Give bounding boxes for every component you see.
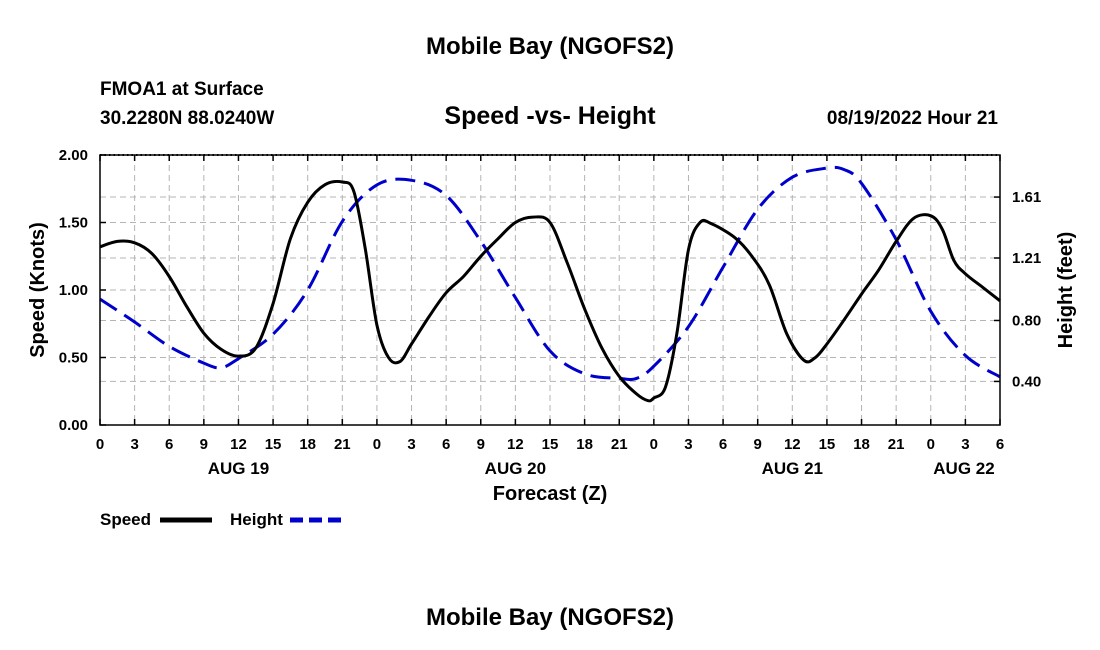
y-left-tick-label: 1.00 (59, 282, 88, 299)
x-tick-label: 12 (230, 436, 247, 453)
date-label: AUG 22 (933, 459, 994, 478)
y-right-tick-label: 1.21 (1012, 250, 1041, 267)
timestamp-label: 08/19/2022 Hour 21 (827, 108, 999, 129)
x-tick-label: 21 (611, 436, 628, 453)
x-tick-label: 6 (165, 436, 173, 453)
y-right-tick-label: 0.40 (1012, 373, 1041, 390)
date-label: AUG 19 (208, 459, 269, 478)
x-tick-label: 18 (576, 436, 593, 453)
x-tick-label: 3 (684, 436, 692, 453)
x-tick-label: 9 (477, 436, 485, 453)
y-left-axis-label: Speed (Knots) (27, 222, 49, 358)
ticks: 0 3 6 9 12 15 18 21 0 3 6 9 12 15 18 21 0 3 6 9 12 15 18 21 0 3 6 0… (59, 147, 1041, 478)
x-tick-label: 0 (927, 436, 935, 453)
x-tick-label: 12 (507, 436, 524, 453)
x-tick-label: 9 (754, 436, 762, 453)
x-tick-label: 9 (200, 436, 208, 453)
chart-subtitle: Speed -vs- Height (444, 102, 656, 130)
coordinates-label: 30.2280N 88.0240W (100, 108, 274, 129)
y-left-tick-label: 2.00 (59, 147, 88, 164)
x-tick-label: 0 (96, 436, 104, 453)
date-label: AUG 20 (485, 459, 546, 478)
x-tick-label: 3 (961, 436, 969, 453)
y-right-tick-label: 0.80 (1012, 312, 1041, 329)
series-line-speed (99, 179, 1001, 403)
x-tick-label: 0 (650, 436, 658, 453)
y-right-axis-label: Height (feet) (1055, 232, 1077, 349)
x-tick-label: 3 (407, 436, 415, 453)
x-tick-label: 0 (373, 436, 381, 453)
x-tick-label: 6 (442, 436, 450, 453)
date-label: AUG 21 (762, 459, 823, 478)
x-tick-label: 15 (265, 436, 282, 453)
y-left-tick-label: 0.00 (59, 417, 88, 434)
legend: Speed Height (100, 510, 343, 529)
x-tick-label: 6 (996, 436, 1004, 453)
x-tick-label: 21 (334, 436, 351, 453)
x-tick-label: 15 (819, 436, 836, 453)
x-tick-label: 12 (784, 436, 801, 453)
series-line-height (99, 165, 1001, 381)
x-tick-label: 6 (719, 436, 727, 453)
x-tick-label: 21 (888, 436, 905, 453)
station-label: FMOA1 at Surface (100, 79, 264, 100)
x-tick-label: 15 (542, 436, 559, 453)
footer-title: Mobile Bay (NGOFS2) (426, 604, 674, 631)
y-left-tick-label: 0.50 (59, 350, 88, 367)
x-tick-label: 3 (130, 436, 138, 453)
legend-height-label: Height (230, 510, 283, 529)
x-tick-label: 18 (299, 436, 316, 453)
x-tick-label: 18 (853, 436, 870, 453)
y-left-tick-label: 1.50 (59, 215, 88, 232)
chart-title: Mobile Bay (NGOFS2) (426, 33, 674, 60)
y-right-tick-label: 1.61 (1012, 189, 1041, 206)
series-layer (99, 165, 1001, 403)
x-axis-label: Forecast (Z) (493, 483, 607, 505)
legend-speed-label: Speed (100, 510, 151, 529)
